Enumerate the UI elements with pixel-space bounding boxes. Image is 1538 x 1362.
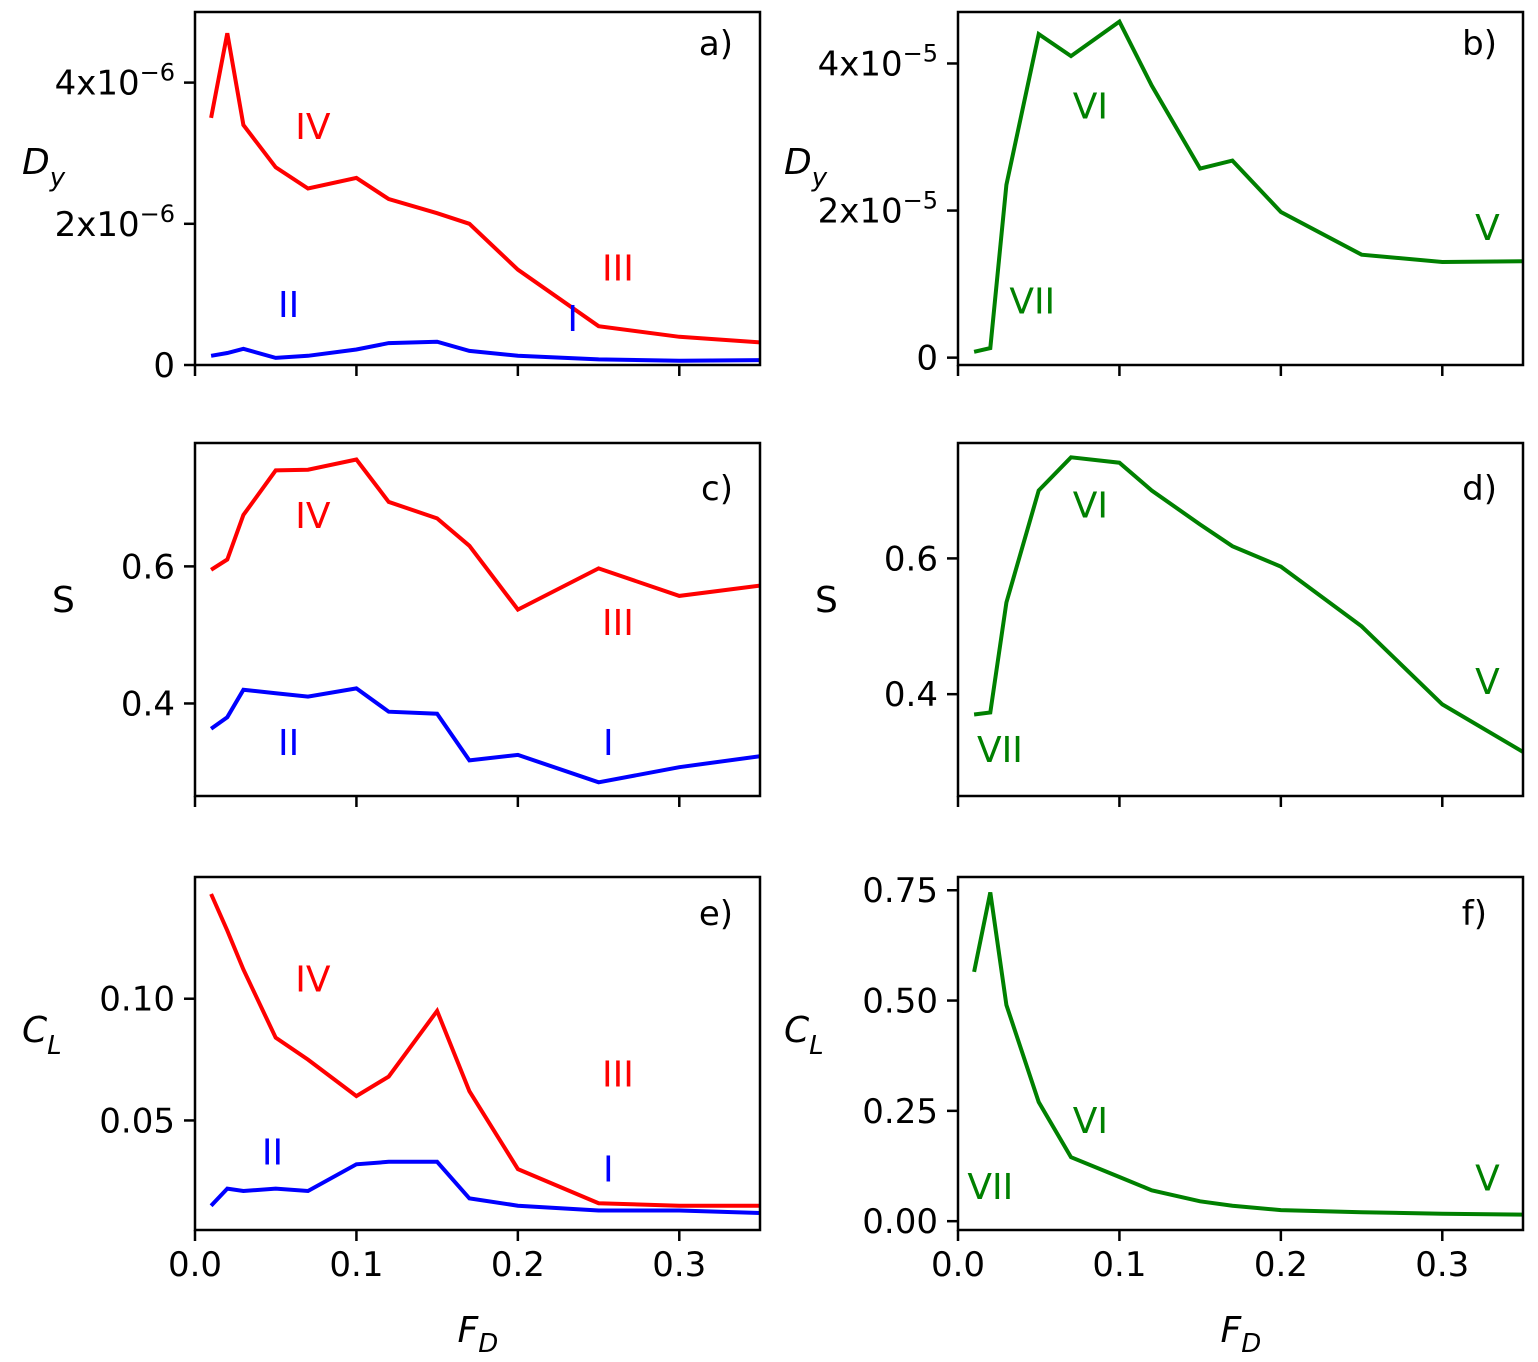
x-tick-label: 0.2	[1254, 1245, 1308, 1285]
series-line-red	[210, 457, 760, 613]
panel-b: 0 2x10−5 4x10−5 Dy VI VII Vb)	[784, 10, 1525, 379]
series-line-blue	[209, 1159, 760, 1215]
panel-label: b)	[1462, 24, 1497, 64]
region-annotation: VII	[967, 1167, 1013, 1208]
axes-frame	[193, 875, 762, 1232]
y-tick-label: 0.05	[99, 1101, 175, 1141]
region-annotation: VI	[1073, 1101, 1108, 1142]
region-annotation: II	[262, 1132, 283, 1173]
region-annotation: VI	[1073, 486, 1108, 527]
y-tick-label: 0.75	[862, 871, 938, 911]
y-axis-label: CL	[22, 1010, 62, 1061]
x-tick-label: 0.3	[1415, 1245, 1469, 1285]
y-tick-label: 0.6	[884, 539, 938, 579]
y-tick-label: 0.00	[862, 1202, 938, 1242]
y-axis-label: S	[52, 580, 75, 621]
region-annotation: I	[567, 299, 578, 340]
region-annotation: I	[603, 723, 614, 764]
y-tick-label: 0.4	[884, 675, 938, 715]
y-tick-label: 0.10	[99, 980, 175, 1020]
region-annotation: V	[1475, 208, 1500, 249]
x-axis-label: FD	[458, 1310, 499, 1359]
x-tick-label: 0.0	[931, 1245, 985, 1285]
y-tick-label: 2x10−6	[55, 200, 175, 245]
series-line-blue	[209, 686, 760, 785]
region-annotation: I	[603, 1149, 614, 1190]
y-axis-label: Dy	[784, 142, 828, 193]
y-axis-label: Dy	[22, 142, 66, 193]
y-tick-label: 0.50	[862, 982, 938, 1022]
y-tick-label: 0	[153, 346, 175, 386]
x-tick-label: 0.2	[491, 1245, 545, 1285]
x-tick-label: 0.3	[652, 1245, 706, 1285]
y-tick-label: 4x10−6	[55, 59, 175, 104]
region-annotation: III	[602, 248, 634, 289]
x-tick-label: 0.1	[1092, 1245, 1146, 1285]
region-annotation: III	[602, 1054, 634, 1095]
region-annotation: V	[1475, 1158, 1500, 1199]
y-tick-label: 0.4	[121, 684, 175, 724]
series-line-red	[209, 32, 760, 345]
region-annotation: VII	[977, 730, 1023, 771]
series-line-green	[973, 455, 1523, 754]
y-tick-label: 0	[916, 339, 938, 379]
y-tick-label: 4x10−5	[818, 39, 938, 84]
axes-frame	[956, 10, 1525, 367]
panel-d: 0.4 0.6 S VI VII Vd)	[815, 441, 1525, 807]
panel-label: f)	[1462, 894, 1487, 934]
y-tick-label: 2x10−5	[818, 187, 938, 232]
region-annotation: II	[278, 285, 299, 326]
panel-label: c)	[701, 469, 733, 509]
panel-label: e)	[699, 894, 733, 934]
region-annotation: II	[278, 723, 299, 764]
y-axis-label: S	[815, 580, 838, 621]
region-annotation: IV	[295, 959, 331, 1000]
panel-label: d)	[1462, 469, 1497, 509]
series-line-green	[972, 892, 1523, 1217]
axes-frame	[193, 10, 762, 367]
panel-f: 0.0 0.1 0.2 0.3 0.00 0.25 0.50 0.75 CL FD VI VII Vf)	[784, 871, 1525, 1359]
y-tick-label: 0.6	[121, 547, 175, 587]
axes-frame	[193, 441, 762, 798]
axes-frame	[956, 441, 1525, 798]
series-line-red	[209, 893, 760, 1208]
region-annotation: V	[1475, 662, 1500, 703]
y-tick-label: 0.25	[862, 1092, 938, 1132]
x-tick-label: 0.1	[329, 1245, 383, 1285]
region-annotation: IV	[295, 496, 331, 537]
x-tick-label: 0.0	[168, 1245, 222, 1285]
panel-label: a)	[699, 24, 733, 64]
region-annotation: VI	[1073, 87, 1108, 128]
region-annotation: III	[602, 603, 634, 644]
region-annotation: VII	[1009, 282, 1055, 323]
region-annotation: IV	[295, 107, 331, 148]
series-line-blue	[210, 339, 760, 363]
series-line-green	[973, 18, 1523, 354]
y-axis-label: CL	[784, 1010, 824, 1061]
x-axis-label: FD	[1221, 1310, 1262, 1359]
axes-frame	[956, 875, 1525, 1232]
